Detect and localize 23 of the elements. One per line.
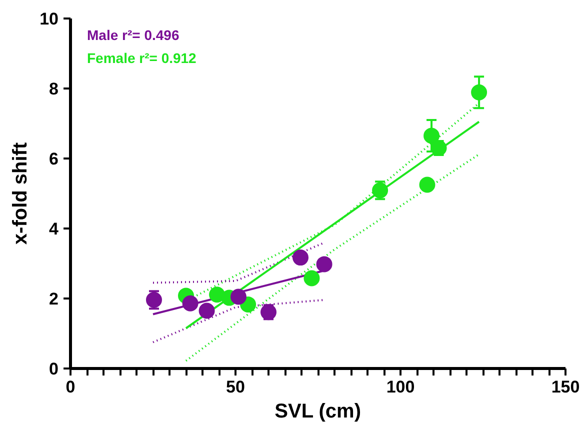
point [471, 84, 488, 100]
annotation: Female r²= 0.912 [87, 50, 197, 66]
x-axis-title: SVL (cm) [274, 400, 361, 422]
point [198, 302, 215, 319]
x-tick-label: 0 [66, 378, 76, 396]
point [304, 270, 320, 286]
x-tick-label: 50 [226, 378, 245, 396]
annotation: Male r²= 0.496 [87, 27, 180, 43]
point [292, 250, 309, 266]
x-tick-label: 150 [551, 378, 580, 396]
point [316, 256, 332, 272]
point [424, 128, 440, 144]
y-tick-label: 8 [49, 80, 59, 98]
y-tick-label: 6 [49, 150, 59, 168]
point [230, 288, 246, 305]
point [182, 295, 198, 312]
y-tick-label: 2 [49, 290, 59, 308]
x-tick-label: 100 [386, 378, 415, 396]
point [419, 176, 436, 193]
y-tick-label: 10 [40, 10, 59, 28]
y-axis-title: x-fold shift [10, 142, 32, 245]
y-tick-label: 4 [49, 220, 60, 238]
y-tick-label: 0 [49, 360, 59, 378]
